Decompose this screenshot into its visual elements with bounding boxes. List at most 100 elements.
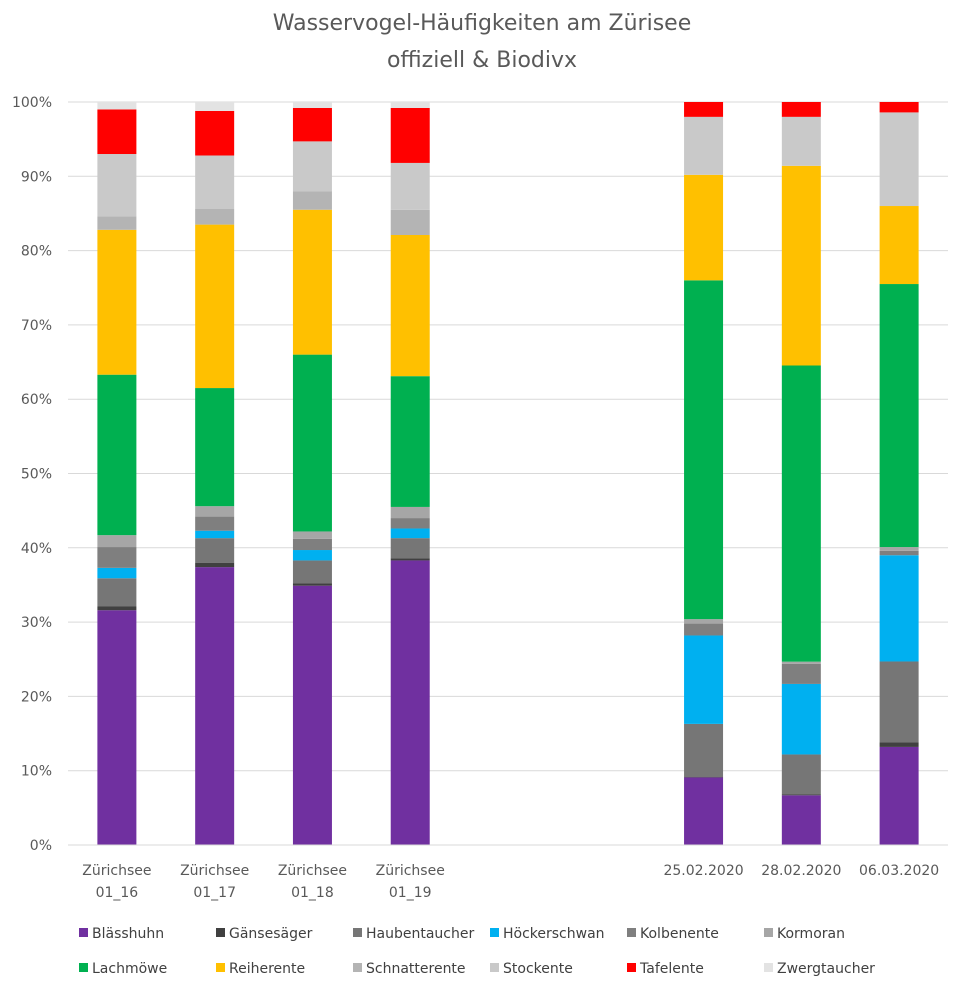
legend-item: Tafelente — [627, 961, 704, 977]
bar-segment — [879, 661, 919, 743]
bar-segment — [292, 583, 332, 586]
y-axis-tick-labels: 0% 10% 20% 30% 40% 50% 60% 70% 80% 90% 100% — [12, 95, 52, 854]
bar-segment — [195, 567, 235, 845]
legend-item: Haubentaucher — [353, 926, 474, 942]
bar-segment — [684, 635, 724, 724]
y-tick-label: 20% — [21, 689, 52, 705]
bars — [97, 102, 919, 845]
bar-segment — [97, 102, 137, 110]
legend-swatch — [353, 963, 362, 972]
legend-item: Lachmöwe — [79, 961, 167, 977]
bar-segment — [879, 284, 919, 548]
x-tick-label: 28.02.2020 — [761, 863, 841, 879]
x-tick-label: Zürichsee — [376, 863, 445, 879]
bar-segment — [97, 109, 137, 155]
bar-segment — [390, 518, 430, 529]
x-tick-label: Zürichsee — [82, 863, 151, 879]
legend-swatch — [627, 963, 636, 972]
bar-segment — [390, 102, 430, 108]
bar-segment — [97, 216, 137, 230]
y-tick-label: 50% — [21, 467, 52, 483]
bar-segment — [292, 585, 332, 845]
legend-item: Blässhuhn — [79, 926, 164, 942]
bar-segment — [195, 102, 235, 111]
chart-title-line-2: offiziell & Biodivx — [387, 48, 577, 73]
x-tick-label: 06.03.2020 — [859, 863, 939, 879]
x-tick-label: 01_19 — [389, 885, 432, 901]
bar-segment — [292, 538, 332, 551]
bar-segment — [195, 208, 235, 225]
bar-segment — [292, 141, 332, 192]
bar-segment — [292, 191, 332, 210]
legend-label: Tafelente — [639, 961, 704, 977]
y-tick-label: 80% — [21, 244, 52, 260]
bar-segment — [292, 354, 332, 532]
bar-segment — [97, 610, 137, 845]
x-tick-label: 01_16 — [96, 885, 139, 901]
bar-segment — [879, 550, 919, 556]
y-tick-label: 100% — [12, 95, 52, 111]
bar-segment — [390, 376, 430, 507]
legend-swatch — [216, 928, 225, 937]
y-tick-label: 10% — [21, 764, 52, 780]
bar-segment — [195, 388, 235, 507]
bar-segment — [781, 661, 821, 664]
bar-segment — [195, 224, 235, 389]
bar-segment — [684, 723, 724, 777]
chart-title-line-1: Wasservogel-Häufigkeiten am Zürisee — [273, 11, 691, 36]
x-tick-label: 25.02.2020 — [663, 863, 743, 879]
bar-segment — [292, 550, 332, 561]
bar-segment — [390, 209, 430, 235]
legend: Blässhuhn Gänsesäger Haubentaucher Höckersc… — [79, 926, 875, 977]
legend-label: Kormoran — [777, 926, 845, 942]
x-axis-category-labels: Zürichsee 01_16 Zürichsee 01_17 Zürichsee 01_… — [82, 863, 939, 901]
bar-segment — [879, 547, 919, 551]
bar-segment — [684, 619, 724, 624]
legend-label: Gänsesäger — [229, 926, 313, 942]
bar-segment — [684, 174, 724, 281]
x-tick-label: 01_17 — [193, 885, 236, 901]
bar-segment — [390, 558, 430, 561]
legend-label: Stockente — [503, 961, 573, 977]
y-tick-label: 70% — [21, 318, 52, 334]
legend-label: Reiherente — [229, 961, 305, 977]
x-tick-label: Zürichsee — [278, 863, 347, 879]
bar-segment — [879, 206, 919, 285]
legend-item: Kormoran — [764, 926, 845, 942]
bar-segment — [97, 154, 137, 217]
bar-segment — [97, 374, 137, 536]
legend-swatch — [627, 928, 636, 937]
bar-segment — [879, 746, 919, 845]
bar-segment — [390, 234, 430, 377]
bar-segment — [879, 102, 919, 113]
bar-segment — [879, 555, 919, 662]
bar-segment — [195, 562, 235, 568]
legend-item: Reiherente — [216, 961, 305, 977]
legend-swatch — [490, 963, 499, 972]
bar-segment — [390, 528, 430, 539]
bar-segment — [292, 102, 332, 108]
x-tick-label: 01_18 — [291, 885, 334, 901]
bar-segment — [97, 567, 137, 579]
bar-segment — [781, 794, 821, 796]
bar-segment — [684, 623, 724, 636]
bar-segment — [390, 506, 430, 519]
bar-segment — [195, 538, 235, 563]
legend-item: Zwergtaucher — [764, 961, 875, 977]
bar-segment — [292, 531, 332, 539]
bar-segment — [781, 102, 821, 117]
bar-segment — [684, 777, 724, 845]
bar-segment — [292, 560, 332, 584]
legend-label: Höckerschwan — [503, 926, 605, 942]
bar-segment — [292, 209, 332, 355]
legend-swatch — [764, 928, 773, 937]
bar-segment — [781, 754, 821, 795]
bar-segment — [97, 535, 137, 548]
bar-segment — [684, 116, 724, 175]
bar-segment — [781, 663, 821, 684]
legend-swatch — [79, 928, 88, 937]
bar-segment — [97, 547, 137, 568]
y-tick-label: 60% — [21, 392, 52, 408]
bar-segment — [781, 795, 821, 845]
